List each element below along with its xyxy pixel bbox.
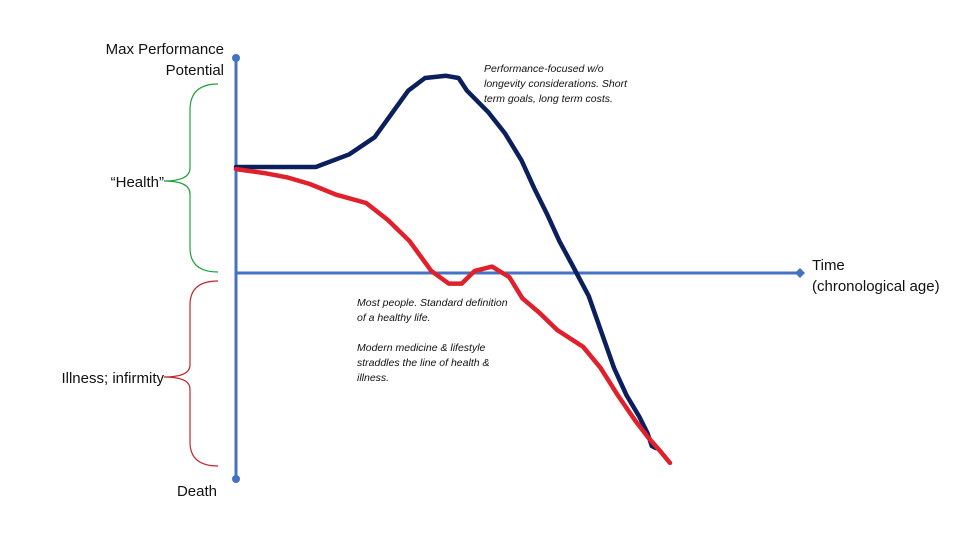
y-axis-bottom-label: Death bbox=[177, 483, 217, 500]
medicine-note-line3: illness. bbox=[357, 372, 389, 384]
y-axis-top-label-line2: Potential bbox=[166, 62, 224, 79]
illness-region-brace bbox=[163, 280, 219, 467]
performance-focused-curve bbox=[233, 73, 659, 451]
health-region-label: “Health” bbox=[111, 174, 164, 191]
illness-region-label: Illness; infirmity bbox=[61, 370, 164, 387]
y-axis-top-label-line1: Max Performance bbox=[106, 41, 224, 58]
x-axis-label-line2: (chronological age) bbox=[812, 278, 940, 295]
performance-note-line3: term goals, long term costs. bbox=[484, 93, 613, 105]
y-axis-top-cap bbox=[232, 54, 240, 62]
health-region-brace bbox=[163, 83, 219, 273]
medicine-note-line1: Modern medicine & lifestyle bbox=[357, 342, 486, 354]
typical-note-line2: of a healthy life. bbox=[357, 312, 431, 324]
performance-note-line2: longevity considerations. Short bbox=[484, 78, 628, 90]
performance-note-line1: Performance-focused w/o bbox=[484, 63, 604, 75]
y-axis-bottom-cap bbox=[232, 475, 240, 483]
x-axis-arrow-marker bbox=[795, 268, 805, 278]
most-people-curve bbox=[233, 166, 673, 466]
x-axis-label-line1: Time bbox=[812, 257, 845, 274]
typical-note-line1: Most people. Standard definition bbox=[357, 297, 508, 309]
medicine-note-line2: straddles the line of health & bbox=[357, 357, 490, 369]
